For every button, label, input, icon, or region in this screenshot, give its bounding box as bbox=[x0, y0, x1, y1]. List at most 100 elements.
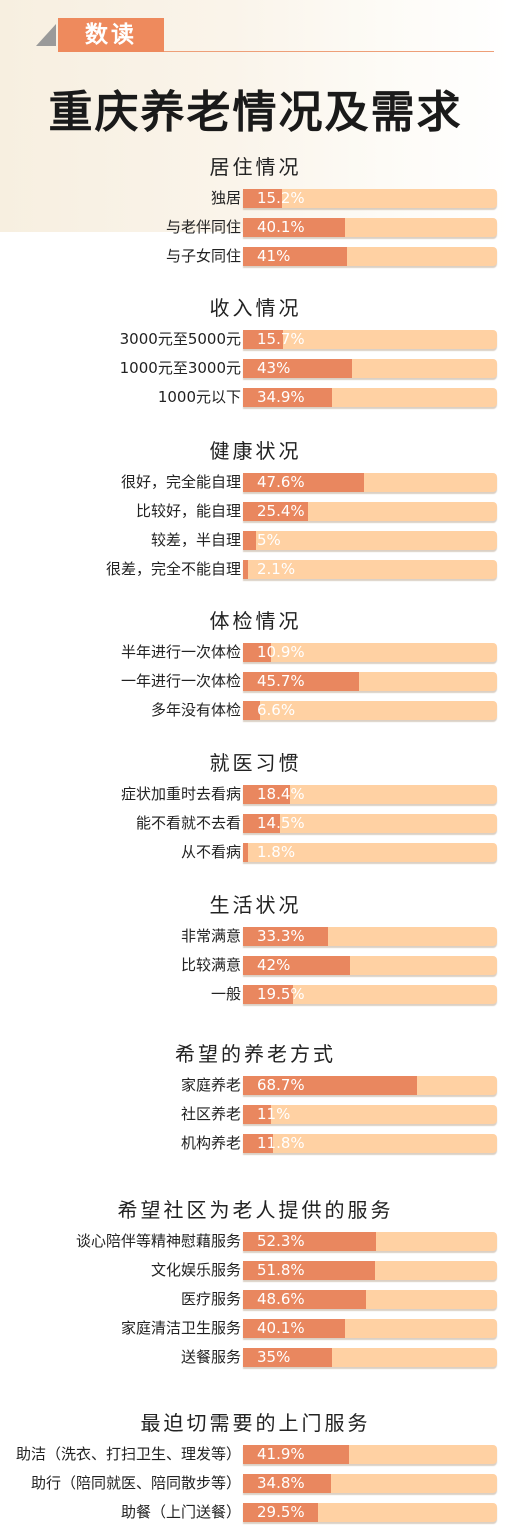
bar-row: 谈心陪伴等精神慰藉服务 52.3% bbox=[0, 1230, 511, 1252]
bar-value-label: 45.7% bbox=[257, 672, 305, 690]
bar-track: 29.5% bbox=[243, 1503, 497, 1522]
bar-fill bbox=[243, 531, 256, 550]
bar-track: 33.3% bbox=[243, 927, 497, 946]
category-label: 很好，完全能自理 bbox=[120, 473, 241, 491]
category-label: 医疗服务 bbox=[180, 1290, 241, 1308]
bar-value-label: 47.6% bbox=[257, 473, 305, 491]
section-title: 希望社区为老人提供的服务 bbox=[117, 1198, 394, 1222]
bar-row: 较差，半自理 5% bbox=[0, 529, 511, 551]
bar-row: 与子女同住 41% bbox=[0, 245, 511, 267]
bar-row: 助行（陪同就医、陪同散步等） 34.8% bbox=[0, 1472, 511, 1494]
bar-fill bbox=[243, 1319, 345, 1338]
bar-track: 47.6% bbox=[243, 473, 497, 492]
bar-row: 家庭清洁卫生服务 40.1% bbox=[0, 1317, 511, 1339]
category-label: 从不看病 bbox=[180, 843, 241, 861]
bar-track: 5% bbox=[243, 531, 497, 550]
bar-row: 一年进行一次体检 45.7% bbox=[0, 670, 511, 692]
category-label: 非常满意 bbox=[180, 927, 241, 945]
bar-fill bbox=[243, 359, 352, 378]
bar-fill bbox=[243, 189, 282, 208]
category-label: 社区养老 bbox=[180, 1105, 241, 1123]
bar-track: 19.5% bbox=[243, 985, 497, 1004]
category-label: 与子女同住 bbox=[165, 247, 241, 265]
bar-row: 助洁（洗衣、打扫卫生、理发等） 41.9% bbox=[0, 1443, 511, 1465]
bar-track: 51.8% bbox=[243, 1261, 497, 1280]
bar-fill bbox=[243, 1503, 318, 1522]
bar-fill bbox=[243, 985, 293, 1004]
bar-track: 15.2% bbox=[243, 189, 497, 208]
bar-track: 10.9% bbox=[243, 643, 497, 662]
bar-row: 多年没有体检 6.6% bbox=[0, 699, 511, 721]
category-label: 一般 bbox=[210, 985, 241, 1003]
page-title: 重庆养老情况及需求 bbox=[48, 87, 463, 138]
bar-row: 机构养老 11.8% bbox=[0, 1132, 511, 1154]
bar-row: 症状加重时去看病 18.4% bbox=[0, 783, 511, 805]
bar-track: 45.7% bbox=[243, 672, 497, 691]
section-title: 希望的养老方式 bbox=[175, 1042, 336, 1066]
section-tag: 数读 bbox=[58, 18, 164, 52]
category-label: 与老伴同住 bbox=[165, 218, 241, 236]
bar-row: 3000元至5000元 15.7% bbox=[0, 328, 511, 350]
bar-fill bbox=[243, 388, 332, 407]
bar-row: 家庭养老 68.7% bbox=[0, 1074, 511, 1096]
bar-fill bbox=[243, 1232, 376, 1251]
bar-track: 18.4% bbox=[243, 785, 497, 804]
category-label: 很差，完全不能自理 bbox=[105, 560, 241, 578]
bar-track: 14.5% bbox=[243, 814, 497, 833]
category-label: 独居 bbox=[210, 189, 241, 207]
category-label: 能不看就不去看 bbox=[135, 814, 241, 832]
bar-row: 能不看就不去看 14.5% bbox=[0, 812, 511, 834]
bar-row: 很差，完全不能自理 2.1% bbox=[0, 558, 511, 580]
section-title: 最迫切需要的上门服务 bbox=[140, 1411, 371, 1435]
bar-track: 40.1% bbox=[243, 218, 497, 237]
category-label: 家庭养老 bbox=[180, 1076, 241, 1094]
bar-fill bbox=[243, 843, 248, 862]
section-title: 健康状况 bbox=[209, 439, 302, 463]
bar-value-label: 34.9% bbox=[257, 388, 305, 406]
category-label: 症状加重时去看病 bbox=[120, 785, 241, 803]
category-label: 1000元至3000元 bbox=[119, 359, 241, 377]
category-label: 谈心陪伴等精神慰藉服务 bbox=[75, 1232, 241, 1250]
bar-row: 与老伴同住 40.1% bbox=[0, 216, 511, 238]
bar-track: 43% bbox=[243, 359, 497, 378]
section-title: 生活状况 bbox=[209, 893, 302, 917]
category-label: 一年进行一次体检 bbox=[120, 672, 241, 690]
bar-value-label: 41% bbox=[257, 247, 291, 265]
bar-fill bbox=[243, 1134, 273, 1153]
bar-value-label: 40.1% bbox=[257, 1319, 305, 1337]
bar-track: 40.1% bbox=[243, 1319, 497, 1338]
bar-value-label: 29.5% bbox=[257, 1503, 305, 1521]
bar-row: 半年进行一次体检 10.9% bbox=[0, 641, 511, 663]
bar-value-label: 19.5% bbox=[257, 985, 305, 1003]
bar-fill bbox=[243, 1474, 331, 1493]
bar-fill bbox=[243, 1290, 366, 1309]
bar-track: 11.8% bbox=[243, 1134, 497, 1153]
bar-fill bbox=[243, 560, 248, 579]
bar-fill bbox=[243, 330, 283, 349]
section-title: 就医习惯 bbox=[209, 751, 302, 775]
bar-fill bbox=[243, 1445, 349, 1464]
bar-value-label: 43% bbox=[257, 359, 291, 377]
category-label: 家庭清洁卫生服务 bbox=[120, 1319, 241, 1337]
bar-fill bbox=[243, 643, 271, 662]
bar-value-label: 48.6% bbox=[257, 1290, 305, 1308]
bar-track: 15.7% bbox=[243, 330, 497, 349]
category-label: 比较好，能自理 bbox=[135, 502, 241, 520]
category-label: 助餐（上门送餐） bbox=[120, 1503, 241, 1521]
bar-row: 比较满意 42% bbox=[0, 954, 511, 976]
category-label: 多年没有体检 bbox=[150, 701, 241, 719]
bar-track: 34.9% bbox=[243, 388, 497, 407]
bar-value-label: 68.7% bbox=[257, 1076, 305, 1094]
category-label: 送餐服务 bbox=[180, 1348, 241, 1366]
tag-corner-decoration bbox=[36, 24, 56, 46]
bar-fill bbox=[243, 1076, 417, 1095]
bar-value-label: 18.4% bbox=[257, 785, 305, 803]
bar-row: 比较好，能自理 25.4% bbox=[0, 500, 511, 522]
bar-fill bbox=[243, 701, 260, 720]
bar-fill bbox=[243, 672, 359, 691]
bar-value-label: 40.1% bbox=[257, 218, 305, 236]
bar-value-label: 41.9% bbox=[257, 1445, 305, 1463]
bar-track: 52.3% bbox=[243, 1232, 497, 1251]
bar-fill bbox=[243, 473, 364, 492]
bar-row: 从不看病 1.8% bbox=[0, 841, 511, 863]
